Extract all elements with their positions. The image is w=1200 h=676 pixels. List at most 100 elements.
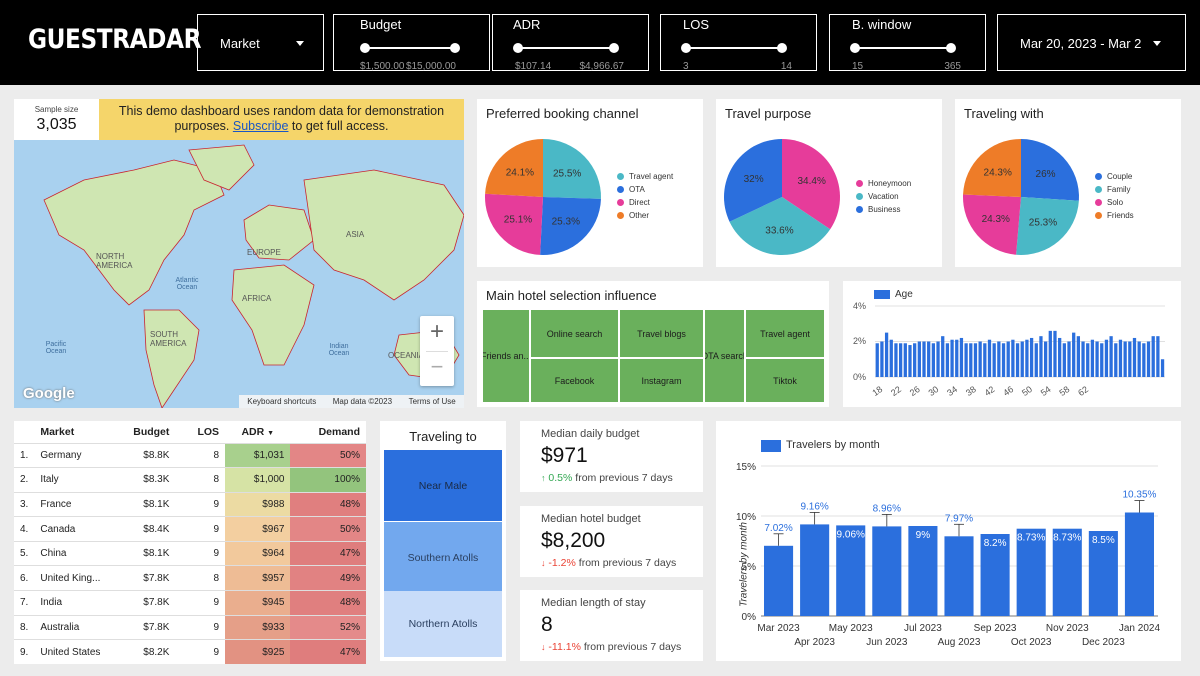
age-bar[interactable]: [1086, 343, 1090, 377]
pie-slice-honeymoon[interactable]: [782, 139, 840, 230]
pie-slice-friends[interactable]: [963, 139, 1021, 197]
age-bar[interactable]: [1058, 337, 1062, 377]
age-bar[interactable]: [1095, 341, 1099, 378]
age-bar[interactable]: [1100, 343, 1104, 377]
age-bar[interactable]: [1151, 336, 1155, 377]
age-bar[interactable]: [945, 343, 950, 377]
legend-item[interactable]: Travel agent: [617, 170, 673, 183]
age-bar[interactable]: [875, 343, 879, 377]
month-bar[interactable]: [764, 545, 794, 616]
booking-window-slider[interactable]: B. window 15 365: [829, 14, 986, 72]
adr-slider[interactable]: ADR $107.14 $4,966.67: [492, 14, 649, 72]
table-row[interactable]: 1. Germany $8.8K 8 $1,031 50%: [14, 442, 366, 468]
month-bar[interactable]: [836, 525, 866, 616]
date-range-picker[interactable]: Mar 20, 2023 - Mar 26, 2024: [997, 14, 1186, 71]
age-bar[interactable]: [1104, 339, 1109, 377]
age-bar[interactable]: [955, 339, 959, 377]
age-bar[interactable]: [1137, 341, 1141, 378]
age-bar[interactable]: [927, 341, 931, 378]
month-bar[interactable]: [944, 536, 974, 616]
month-bar[interactable]: [1124, 512, 1154, 617]
legend-item[interactable]: Couple: [1095, 170, 1134, 183]
age-bar[interactable]: [936, 341, 940, 378]
age-bar[interactable]: [1114, 343, 1118, 377]
treemap-cell[interactable]: Tiktok: [745, 358, 825, 403]
age-bar[interactable]: [1034, 343, 1038, 377]
age-bar[interactable]: [1048, 330, 1052, 377]
age-bar[interactable]: [889, 339, 893, 377]
age-bar[interactable]: [1123, 341, 1127, 378]
age-bar[interactable]: [880, 341, 884, 378]
age-bar[interactable]: [1076, 336, 1081, 377]
age-bar[interactable]: [1043, 341, 1048, 378]
age-bar[interactable]: [964, 343, 968, 377]
legend-item[interactable]: Family: [1095, 183, 1134, 196]
legend-item[interactable]: Solo: [1095, 196, 1134, 209]
header-market[interactable]: Market: [40, 425, 75, 438]
budget-min-handle[interactable]: [360, 43, 370, 53]
age-bar[interactable]: [884, 332, 889, 377]
age-bar[interactable]: [931, 343, 936, 377]
month-bar[interactable]: [872, 526, 902, 616]
age-bar[interactable]: [1015, 343, 1020, 377]
age-bar[interactable]: [922, 341, 926, 378]
age-bar[interactable]: [1025, 339, 1029, 377]
pie-slice-family[interactable]: [1016, 197, 1079, 255]
legend-item[interactable]: OTA: [617, 183, 673, 196]
age-bar[interactable]: [978, 341, 982, 378]
keyboard-shortcuts-link[interactable]: Keyboard shortcuts: [247, 397, 317, 406]
legend-item[interactable]: Friends: [1095, 209, 1134, 222]
table-row[interactable]: 6. United King... $7.8K 8 $957 49%: [14, 565, 366, 591]
month-bar[interactable]: [800, 524, 830, 616]
table-row[interactable]: 3. France $8.1K 9 $988 48%: [14, 491, 366, 517]
pie-slice-travel-agent[interactable]: [543, 139, 601, 199]
header-budget[interactable]: Budget: [133, 425, 170, 438]
legend-item[interactable]: Direct: [617, 196, 673, 209]
month-bar[interactable]: [1088, 531, 1118, 616]
pie-slice-other[interactable]: [485, 139, 543, 197]
age-bar[interactable]: [1053, 330, 1057, 377]
age-bar[interactable]: [1067, 341, 1071, 378]
month-bar[interactable]: [980, 534, 1010, 616]
age-bar[interactable]: [973, 343, 978, 377]
budget-slider[interactable]: Budget $1,500.00 $15,000.00: [333, 14, 490, 72]
age-bar[interactable]: [1062, 343, 1066, 377]
age-bar[interactable]: [1006, 341, 1010, 378]
los-min-handle[interactable]: [681, 43, 691, 53]
zoom-in-button[interactable]: +: [429, 318, 444, 345]
age-bar[interactable]: [917, 341, 921, 378]
budget-max-handle[interactable]: [450, 43, 460, 53]
adr-max-handle[interactable]: [609, 43, 619, 53]
age-bar[interactable]: [1029, 337, 1034, 377]
age-bar[interactable]: [941, 336, 945, 377]
los-slider[interactable]: LOS 3 14: [660, 14, 817, 72]
header-los[interactable]: LOS: [197, 425, 220, 438]
destination-bar[interactable]: Southern Atolls: [384, 522, 502, 593]
age-bar[interactable]: [1142, 343, 1146, 377]
pie-slice-direct[interactable]: [485, 193, 543, 255]
age-bar[interactable]: [903, 343, 907, 377]
pie-slice-couple[interactable]: [1021, 139, 1079, 201]
pie-slice-ota[interactable]: [540, 197, 601, 255]
treemap-cell[interactable]: Travel agent: [745, 309, 825, 358]
month-bar[interactable]: [908, 526, 938, 616]
destination-bar[interactable]: Near Male: [384, 450, 502, 521]
age-bar[interactable]: [1081, 341, 1085, 378]
age-bar[interactable]: [1146, 341, 1151, 378]
treemap-cell[interactable]: Friends an...: [482, 309, 530, 403]
treemap-cell[interactable]: Travel blogs: [619, 309, 704, 358]
table-row[interactable]: 7. India $7.8K 9 $945 48%: [14, 590, 366, 616]
age-bar[interactable]: [969, 343, 973, 377]
pie-slice-solo[interactable]: [963, 194, 1021, 255]
header-demand[interactable]: Demand: [318, 425, 360, 438]
age-bar[interactable]: [950, 339, 954, 377]
table-row[interactable]: 9. United States $8.2K 9 $925 47%: [14, 639, 366, 665]
header-adr[interactable]: ADR ▼: [225, 421, 290, 443]
legend-item[interactable]: Honeymoon: [856, 177, 911, 190]
treemap-cell[interactable]: Online search: [530, 309, 619, 358]
destination-bar[interactable]: Northern Atolls: [384, 591, 502, 657]
age-bar[interactable]: [1039, 336, 1043, 377]
age-bar[interactable]: [1128, 341, 1132, 378]
age-bar[interactable]: [908, 345, 912, 377]
terms-link[interactable]: Terms of Use: [408, 397, 456, 406]
